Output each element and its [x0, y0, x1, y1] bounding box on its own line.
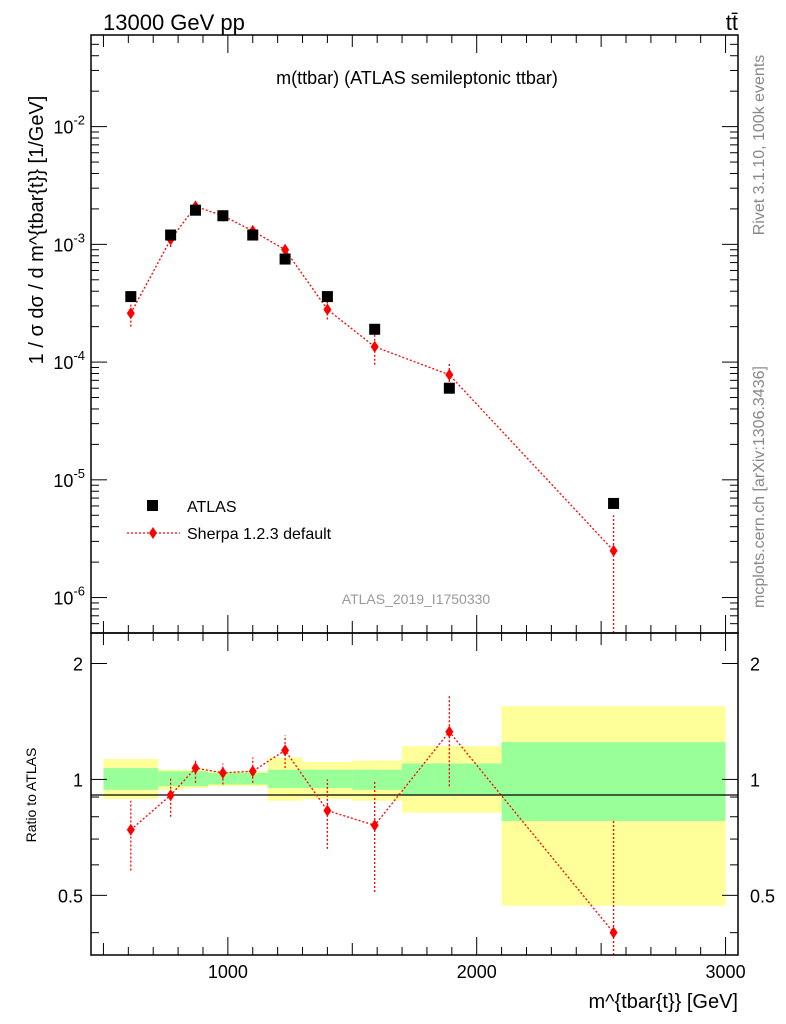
ratio-point [281, 744, 290, 757]
ratio-y-tick-label-right: 1 [750, 770, 760, 790]
ratio-mc-line [130, 730, 615, 934]
main-frame [90, 34, 739, 634]
x-tick-label: 2000 [457, 962, 497, 982]
data-point [217, 210, 229, 222]
data-point [369, 323, 381, 335]
ratio-y-tick-label-right: 0.5 [750, 886, 775, 906]
ratio-y-tick-label: 0.5 [58, 886, 83, 906]
main-y-tick-label: 10-4 [53, 348, 85, 373]
data-point [165, 229, 177, 241]
data-point [321, 291, 333, 303]
main-y-tick-label: 10-5 [53, 466, 85, 491]
process-label: tt̄ [726, 10, 738, 35]
main-points [125, 200, 620, 633]
ratio-point [370, 819, 379, 832]
x-tick-label: 1000 [208, 962, 248, 982]
x-tick-label: 3000 [706, 962, 746, 982]
ratio-point [323, 804, 332, 817]
analysis-watermark: ATLAS_2019_I1750330 [342, 591, 491, 607]
ratio-band-inner [352, 769, 403, 790]
ratio-bands [103, 706, 726, 906]
x-axis-ticks: 1000 2000 3000 [102, 35, 746, 982]
legend-data-label: ATLAS [187, 499, 237, 516]
mcplots-label: mcplots.cern.ch [arXiv:1306.3436] [751, 366, 768, 608]
ratio-band-inner [302, 769, 353, 788]
main-title: m(ttbar) (ATLAS semileptonic ttbar) [276, 68, 558, 88]
mc-point [609, 544, 618, 557]
data-point [279, 253, 291, 265]
legend: ATLAS Sherpa 1.2.3 default [127, 499, 332, 543]
main-y-label: 1 / σ dσ / d m^{tbar{t}} [1/GeV] [26, 96, 48, 365]
ratio-y-ticks: 0.5 0.5 1 1 2 2 [58, 654, 775, 934]
ratio-point [191, 762, 200, 775]
mc-line [130, 205, 615, 552]
main-y-tick-label: 10-6 [53, 584, 85, 609]
data-point [190, 204, 202, 216]
ratio-y-tick-label: 2 [73, 654, 83, 674]
data-point [443, 382, 455, 394]
ratio-point [248, 765, 257, 778]
legend-data-marker [147, 500, 158, 511]
data-point [608, 497, 620, 509]
ratio-y-label: Ratio to ATLAS [23, 748, 39, 843]
legend-mc-label: Sherpa 1.2.3 default [187, 526, 332, 543]
mc-point [370, 340, 379, 353]
ratio-point [126, 823, 135, 836]
rivet-label: Rivet 3.1.10, 100k events [751, 55, 768, 236]
ratio-point [218, 766, 227, 779]
main-y-ticks: 10-6 10-5 10-4 10-3 10-2 [53, 34, 738, 634]
main-y-tick-label: 10-2 [53, 113, 85, 138]
x-axis-label: m^{tbar{t}} [GeV] [589, 991, 738, 1013]
ratio-point [445, 725, 454, 738]
ratio-band-inner [402, 763, 502, 796]
ratio-band-inner [103, 768, 159, 790]
data-point [247, 229, 259, 241]
energy-label: 13000 GeV pp [103, 10, 245, 35]
main-panel: m(ttbar) (ATLAS semileptonic ttbar) ATLA… [26, 34, 739, 634]
ratio-y-tick-label: 1 [73, 770, 83, 790]
data-point [125, 291, 137, 303]
ratio-points [126, 695, 618, 955]
ratio-y-tick-label-right: 2 [750, 654, 760, 674]
mc-point [126, 307, 135, 320]
mc-point [281, 243, 290, 256]
mc-point [323, 303, 332, 316]
mc-point [445, 368, 454, 381]
legend-mc-marker [149, 527, 157, 539]
ratio-point [166, 789, 175, 802]
ratio-band-inner [501, 742, 726, 821]
ratio-frame [90, 632, 739, 956]
ratio-point [609, 926, 618, 939]
main-y-tick-label: 10-3 [53, 230, 85, 255]
ratio-panel: Ratio to ATLAS 0.5 0.5 1 1 2 2 [23, 632, 775, 956]
ratio-band-inner [267, 769, 303, 788]
